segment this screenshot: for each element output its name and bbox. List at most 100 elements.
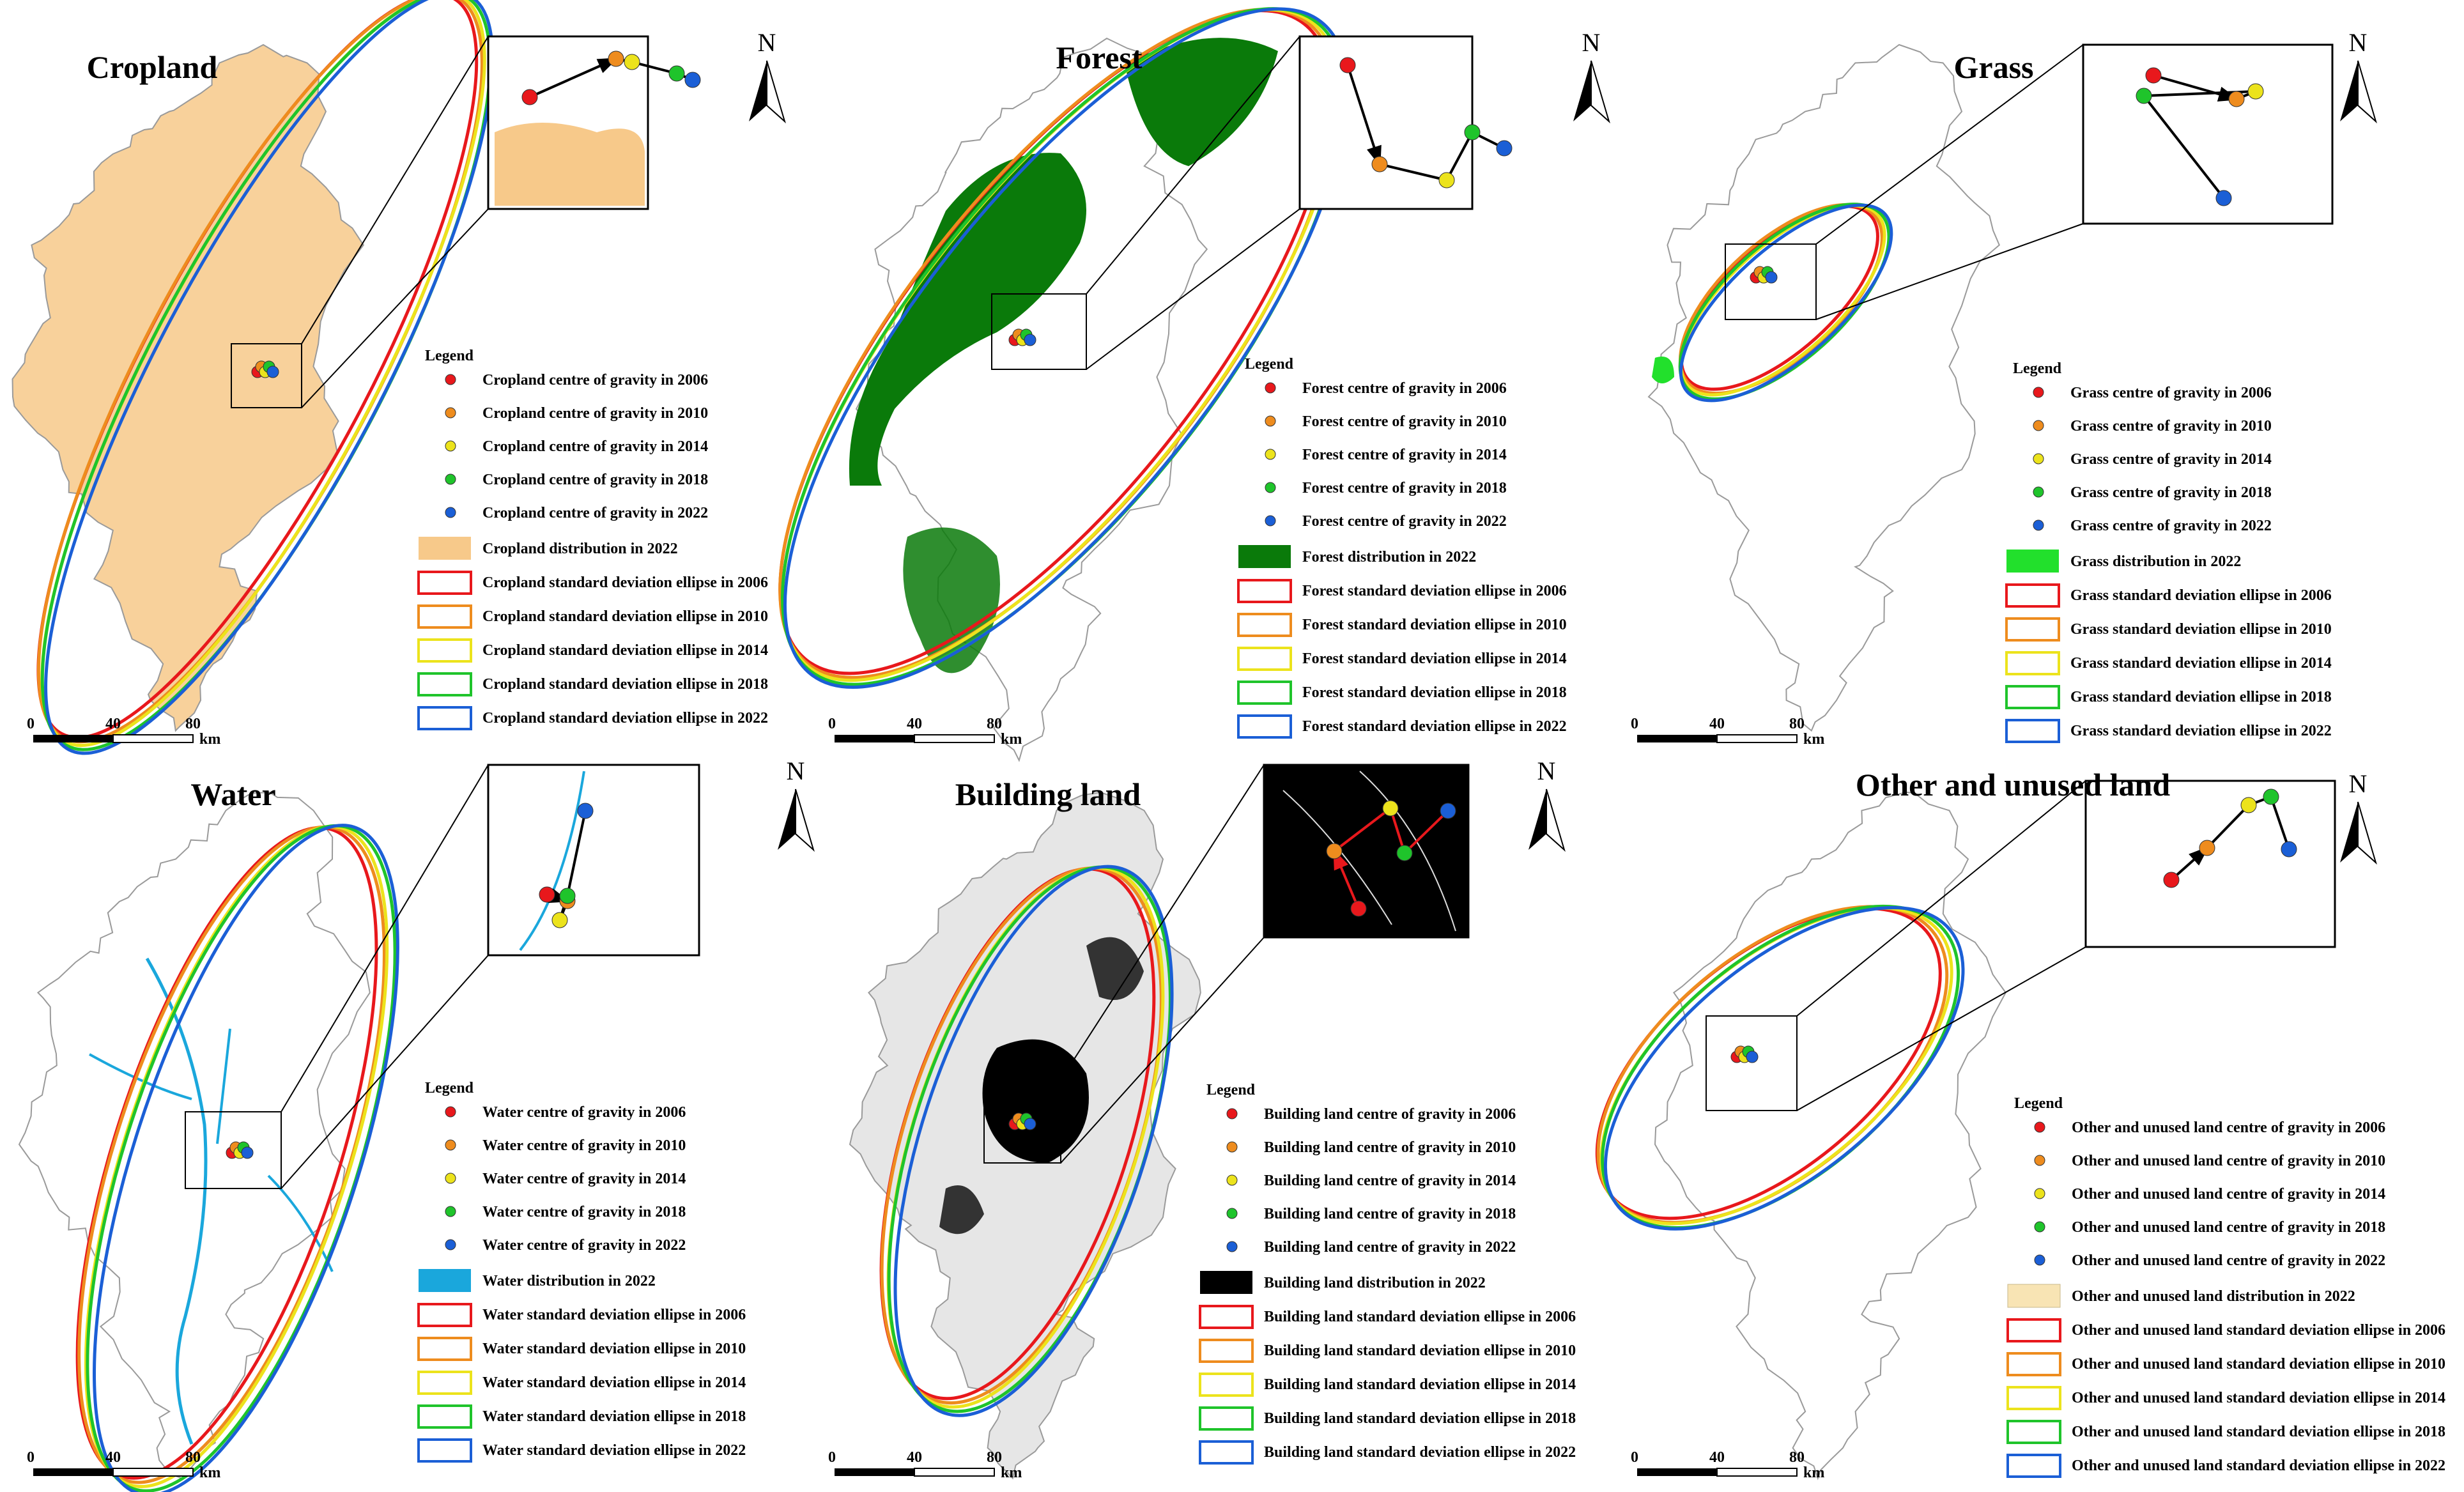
forest-patch xyxy=(903,527,1000,673)
legend-centroid-marker xyxy=(1226,1241,1238,1252)
legend-ellipse-swatch xyxy=(417,1303,472,1327)
inset-centroid-2014 xyxy=(2247,83,2264,100)
scale-label: 80 xyxy=(185,716,201,732)
legend-centroid-marker xyxy=(1226,1208,1238,1219)
inset-centroid-2006 xyxy=(2163,872,2180,888)
legend-centroid-label: Grass centre of gravity in 2018 xyxy=(2070,484,2272,501)
legend-centroid-label: Grass centre of gravity in 2006 xyxy=(2070,385,2272,401)
legend-ellipse-swatch xyxy=(1237,579,1292,603)
inset-centroid-2014 xyxy=(1438,172,1455,188)
legend-ellipse-swatch xyxy=(2005,685,2060,709)
callout-line xyxy=(1086,208,1300,370)
inset-centroid-2018 xyxy=(1396,845,1413,861)
sde-ellipse-2022 xyxy=(893,865,1174,1417)
north-arrow-icon xyxy=(2340,802,2358,863)
legend-ellipse-swatch xyxy=(1237,647,1292,671)
scale-bar-white xyxy=(112,1468,194,1477)
callout-line xyxy=(1086,36,1300,295)
inset-centroid-2022 xyxy=(577,803,594,819)
trajectory-segment xyxy=(2170,846,2209,881)
legend-centroid-label: Other and unused land centre of gravity … xyxy=(2072,1153,2385,1169)
callout-line xyxy=(1815,44,2084,245)
legend-centroid-label: Building land centre of gravity in 2018 xyxy=(1264,1206,1516,1222)
inset-centroid-2010 xyxy=(2199,840,2215,856)
legend-ellipse-label: Building land standard deviation ellipse… xyxy=(1264,1376,1576,1393)
trajectory-segment xyxy=(2143,95,2225,199)
inset-extent-box xyxy=(1725,243,1817,320)
panel-title: Cropland xyxy=(87,49,218,85)
scale-label: 80 xyxy=(1789,716,1805,732)
legend-centroid-label: Building land centre of gravity in 2022 xyxy=(1264,1239,1516,1256)
legend-centroid-marker xyxy=(2034,1121,2045,1133)
legend-title: Legend xyxy=(1206,1082,1256,1098)
legend-ellipse-label: Grass standard deviation ellipse in 2006 xyxy=(2070,587,2332,604)
scale-unit: km xyxy=(1001,731,1022,748)
scale-label: 40 xyxy=(1709,1449,1725,1466)
legend-ellipse-swatch xyxy=(2006,1386,2061,1410)
scale-bar-black xyxy=(835,735,914,742)
north-arrow-icon xyxy=(778,789,796,850)
legend-centroid-label: Water centre of gravity in 2014 xyxy=(482,1171,686,1187)
scale-unit: km xyxy=(199,1465,220,1481)
north-label: N xyxy=(1582,28,1601,57)
scale-bar-white xyxy=(112,734,194,743)
inset-river xyxy=(519,771,585,951)
sde-ellipse-2022 xyxy=(1679,203,1893,403)
scale-bar-white xyxy=(914,1468,995,1477)
inset-frame xyxy=(1263,764,1470,939)
scale-bar-black xyxy=(835,1468,914,1476)
legend-distribution-label: Grass distribution in 2022 xyxy=(2070,553,2241,570)
region-map xyxy=(855,37,1208,762)
legend-ellipse-swatch xyxy=(417,1371,472,1395)
inset-centroid-2022 xyxy=(2281,841,2297,858)
legend-centroid-marker xyxy=(2033,519,2044,531)
trajectory-segment xyxy=(1333,807,1392,852)
scale-label: 40 xyxy=(105,1449,121,1466)
legend-ellipse-swatch xyxy=(417,604,472,629)
inset-extent-box xyxy=(231,343,302,408)
legend-centroid-label: Cropland centre of gravity in 2010 xyxy=(482,405,708,422)
callout-line xyxy=(1815,223,2084,320)
north-arrow-icon xyxy=(2357,60,2377,124)
legend-ellipse-swatch xyxy=(2005,617,2060,642)
sde-ellipse-2010 xyxy=(1679,203,1884,396)
inset-centroid-2010 xyxy=(608,50,624,67)
legend-ellipse-label: Cropland standard deviation ellipse in 2… xyxy=(482,642,768,659)
inset-centroid-2010 xyxy=(2228,91,2245,107)
trajectory-segment xyxy=(1346,65,1382,167)
scale-label: 80 xyxy=(987,716,1002,732)
sde-ellipse-2018 xyxy=(1678,203,1891,401)
inset-centroid-2022 xyxy=(2215,190,2232,206)
inset-centroid-2014 xyxy=(551,912,568,928)
inset-centroid-2010 xyxy=(1326,843,1343,859)
scale-bar-white xyxy=(1716,1468,1798,1477)
legend-centroid-marker xyxy=(1265,515,1276,527)
legend-centroid-marker xyxy=(2034,1188,2045,1199)
legend-centroid-label: Grass centre of gravity in 2014 xyxy=(2070,451,2272,468)
scale-label: 80 xyxy=(987,1449,1002,1466)
legend-centroid-marker xyxy=(1265,382,1276,394)
legend-centroid-marker xyxy=(2034,1155,2045,1166)
legend-ellipse-label: Grass standard deviation ellipse in 2010 xyxy=(2070,621,2332,638)
inset-centroid-2006 xyxy=(521,89,538,105)
north-arrow-icon xyxy=(795,788,815,852)
inset-centroid-2018 xyxy=(668,65,685,82)
inset-centroid-2022 xyxy=(1440,803,1456,819)
legend-centroid-marker xyxy=(445,1206,456,1217)
legend-ellipse-swatch xyxy=(2005,719,2060,743)
legend-centroid-marker xyxy=(2033,420,2044,431)
panel-title: Forest xyxy=(1056,40,1142,75)
legend-ellipse-label: Other and unused land standard deviation… xyxy=(2072,1322,2445,1339)
inset-centroid-2018 xyxy=(2263,788,2279,805)
inset-centroid-2006 xyxy=(1350,900,1367,917)
legend-ellipse-swatch xyxy=(417,571,472,595)
legend-centroid-label: Building land centre of gravity in 2014 xyxy=(1264,1173,1516,1189)
inset-centroid-2018 xyxy=(2136,88,2152,104)
legend-centroid-label: Water centre of gravity in 2010 xyxy=(482,1137,686,1154)
legend-ellipse-swatch xyxy=(1199,1406,1254,1431)
trajectory-segment xyxy=(529,58,619,98)
panel-title: Building land xyxy=(955,776,1141,812)
